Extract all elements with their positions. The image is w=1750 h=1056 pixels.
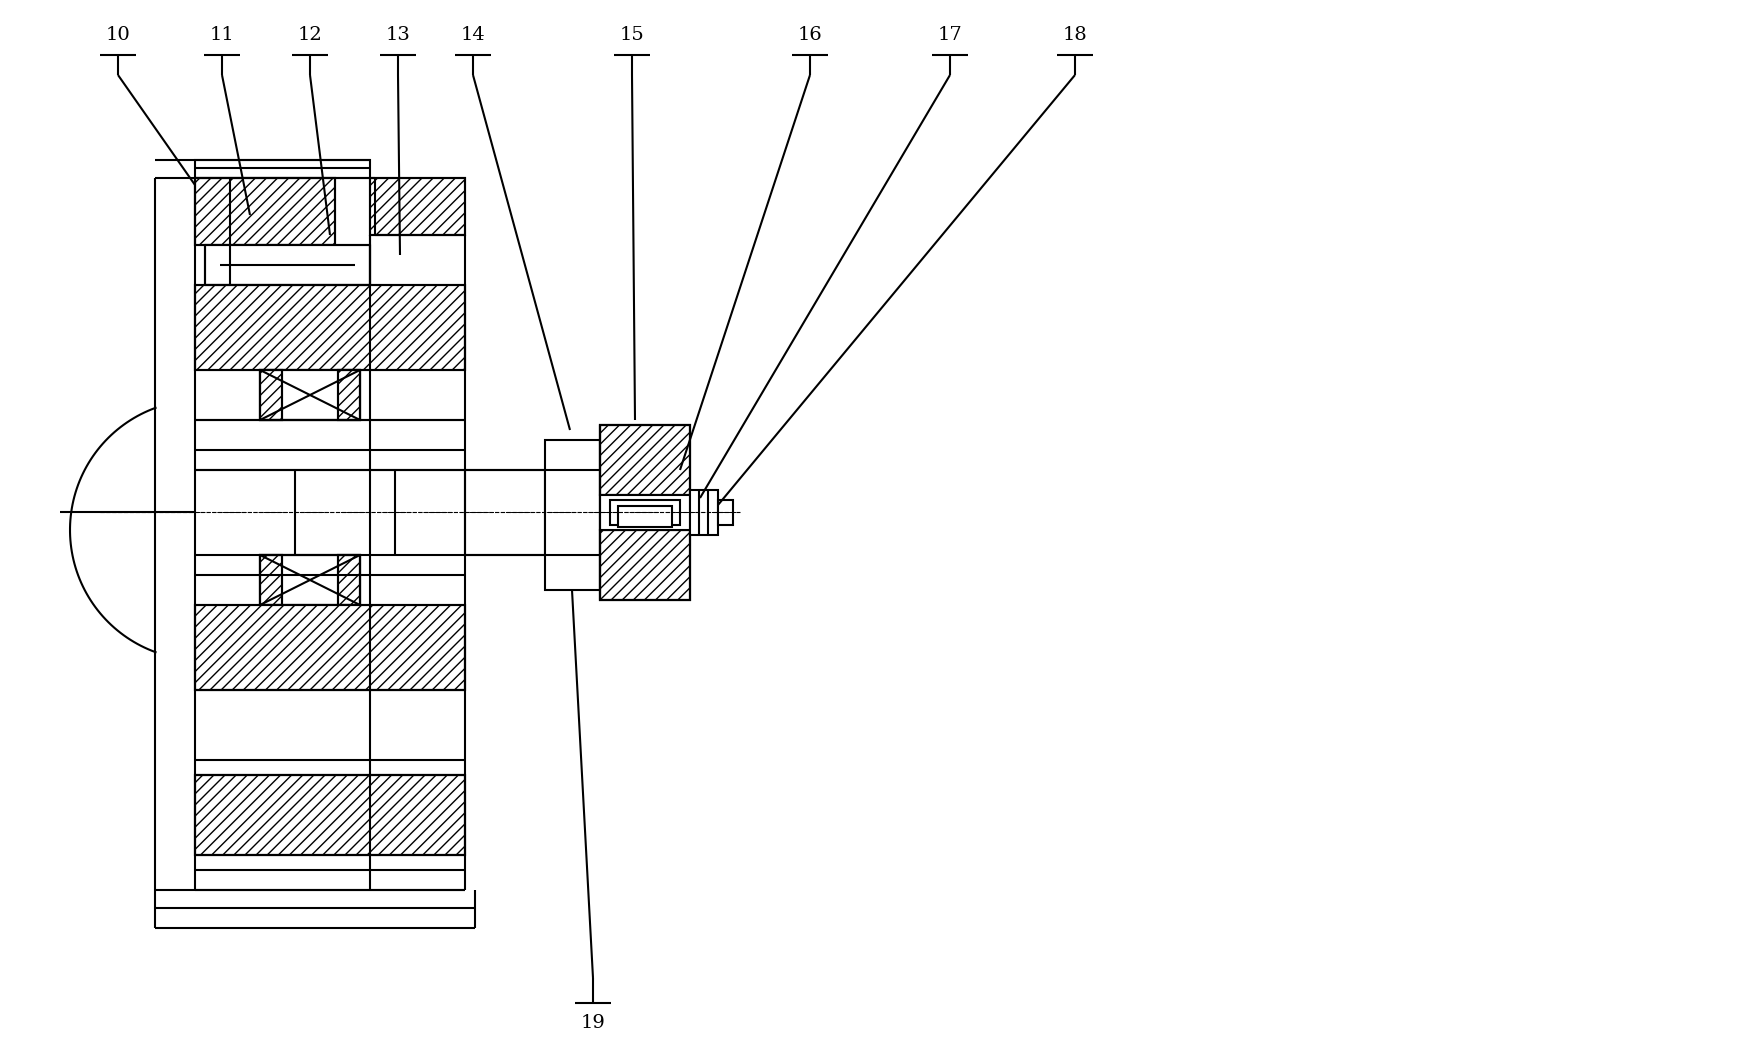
Bar bbox=[466, 470, 544, 555]
Bar bbox=[194, 178, 334, 245]
Bar bbox=[690, 490, 717, 535]
Bar bbox=[261, 555, 360, 605]
Bar bbox=[194, 178, 334, 245]
Bar bbox=[600, 425, 690, 495]
Bar bbox=[369, 178, 466, 235]
Bar bbox=[205, 245, 369, 285]
Bar bbox=[261, 555, 360, 605]
Bar bbox=[194, 775, 466, 855]
Bar bbox=[600, 530, 690, 600]
Bar bbox=[194, 775, 466, 855]
Bar bbox=[618, 506, 672, 527]
Bar bbox=[261, 555, 282, 605]
Bar bbox=[194, 605, 466, 690]
Bar bbox=[194, 161, 369, 178]
Bar bbox=[600, 425, 690, 600]
Bar bbox=[600, 530, 690, 600]
Bar bbox=[369, 178, 466, 235]
Bar bbox=[194, 605, 466, 690]
Text: 14: 14 bbox=[460, 26, 485, 44]
Bar bbox=[194, 285, 466, 370]
Text: 11: 11 bbox=[210, 26, 235, 44]
Bar bbox=[261, 370, 360, 420]
Bar bbox=[261, 370, 282, 420]
Bar bbox=[600, 495, 690, 530]
Text: 15: 15 bbox=[620, 26, 644, 44]
Text: 18: 18 bbox=[1062, 26, 1087, 44]
Text: 10: 10 bbox=[105, 26, 131, 44]
Bar bbox=[338, 370, 360, 420]
Bar bbox=[544, 440, 600, 590]
Text: 17: 17 bbox=[938, 26, 962, 44]
Text: 19: 19 bbox=[581, 1014, 605, 1032]
Bar bbox=[611, 499, 681, 525]
Bar bbox=[718, 499, 733, 525]
Text: 13: 13 bbox=[385, 26, 411, 44]
Bar bbox=[261, 555, 282, 605]
Bar bbox=[194, 285, 466, 370]
Bar bbox=[600, 425, 690, 495]
Text: 16: 16 bbox=[798, 26, 822, 44]
Bar bbox=[261, 370, 282, 420]
Bar bbox=[338, 555, 360, 605]
Text: 12: 12 bbox=[298, 26, 322, 44]
Bar bbox=[261, 370, 360, 420]
Bar bbox=[338, 555, 360, 605]
Bar bbox=[338, 370, 360, 420]
